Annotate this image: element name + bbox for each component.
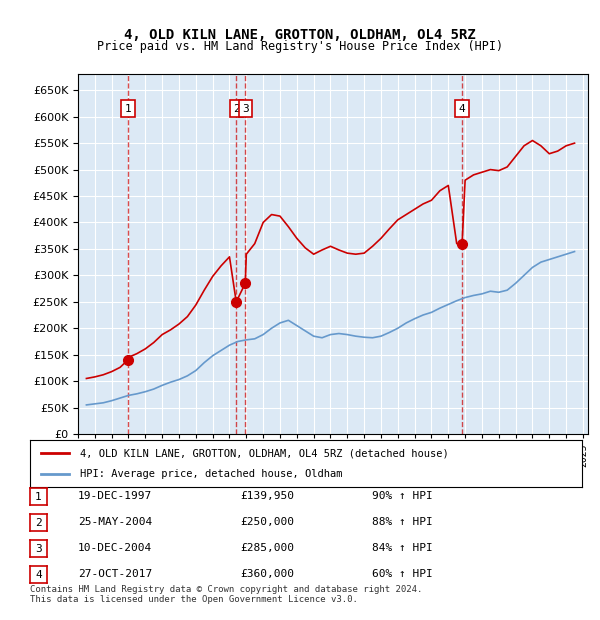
Text: 25-MAY-2004: 25-MAY-2004 bbox=[78, 517, 152, 527]
Text: 10-DEC-2004: 10-DEC-2004 bbox=[78, 543, 152, 553]
Text: Contains HM Land Registry data © Crown copyright and database right 2024.
This d: Contains HM Land Registry data © Crown c… bbox=[30, 585, 422, 604]
Text: 2: 2 bbox=[35, 518, 42, 528]
Text: 84% ↑ HPI: 84% ↑ HPI bbox=[372, 543, 433, 553]
Text: £360,000: £360,000 bbox=[240, 569, 294, 579]
Text: HPI: Average price, detached house, Oldham: HPI: Average price, detached house, Oldh… bbox=[80, 469, 342, 479]
Text: 1: 1 bbox=[35, 492, 42, 502]
Text: £250,000: £250,000 bbox=[240, 517, 294, 527]
Text: 3: 3 bbox=[35, 544, 42, 554]
Text: £285,000: £285,000 bbox=[240, 543, 294, 553]
Text: 60% ↑ HPI: 60% ↑ HPI bbox=[372, 569, 433, 579]
Text: 4: 4 bbox=[459, 104, 466, 114]
Text: 4: 4 bbox=[35, 570, 42, 580]
Text: Price paid vs. HM Land Registry's House Price Index (HPI): Price paid vs. HM Land Registry's House … bbox=[97, 40, 503, 53]
Text: 1: 1 bbox=[124, 104, 131, 114]
Text: 2: 2 bbox=[233, 104, 239, 114]
Text: 4, OLD KILN LANE, GROTTON, OLDHAM, OL4 5RZ: 4, OLD KILN LANE, GROTTON, OLDHAM, OL4 5… bbox=[124, 28, 476, 42]
Text: 3: 3 bbox=[242, 104, 248, 114]
Text: 19-DEC-1997: 19-DEC-1997 bbox=[78, 491, 152, 501]
Text: 27-OCT-2017: 27-OCT-2017 bbox=[78, 569, 152, 579]
Text: 4, OLD KILN LANE, GROTTON, OLDHAM, OL4 5RZ (detached house): 4, OLD KILN LANE, GROTTON, OLDHAM, OL4 5… bbox=[80, 448, 448, 458]
Text: £139,950: £139,950 bbox=[240, 491, 294, 501]
Text: 90% ↑ HPI: 90% ↑ HPI bbox=[372, 491, 433, 501]
Text: 88% ↑ HPI: 88% ↑ HPI bbox=[372, 517, 433, 527]
